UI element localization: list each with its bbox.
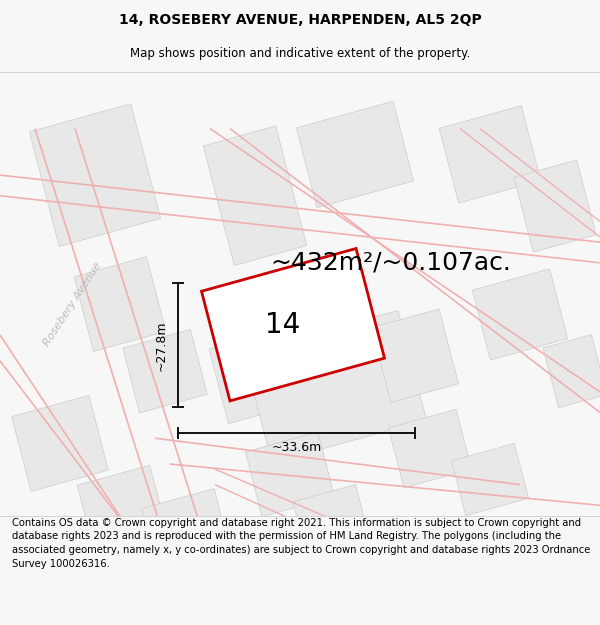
Polygon shape [142,489,229,563]
Text: Contains OS data © Crown copyright and database right 2021. This information is : Contains OS data © Crown copyright and d… [12,518,590,569]
Text: 14: 14 [265,311,301,339]
Polygon shape [388,409,472,488]
Polygon shape [472,269,568,360]
Polygon shape [77,465,163,535]
Polygon shape [244,311,427,463]
Polygon shape [296,101,413,208]
Text: 14, ROSEBERY AVENUE, HARPENDEN, AL5 2QP: 14, ROSEBERY AVENUE, HARPENDEN, AL5 2QP [119,13,481,27]
Text: ~33.6m: ~33.6m [271,441,322,454]
Polygon shape [543,334,600,408]
Polygon shape [203,126,307,266]
Polygon shape [451,443,529,516]
Text: ~27.8m: ~27.8m [155,320,168,371]
Polygon shape [439,106,541,203]
Polygon shape [371,309,458,402]
Polygon shape [514,160,596,252]
Polygon shape [202,249,385,401]
Text: Rosebery Avenue: Rosebery Avenue [41,260,103,348]
Polygon shape [29,104,161,246]
Text: Map shows position and indicative extent of the property.: Map shows position and indicative extent… [130,48,470,61]
Polygon shape [123,329,207,413]
Polygon shape [245,432,335,517]
Polygon shape [11,396,109,491]
Polygon shape [209,329,301,424]
Polygon shape [74,257,166,351]
Polygon shape [293,484,367,547]
Text: ~432m²/~0.107ac.: ~432m²/~0.107ac. [270,251,511,275]
